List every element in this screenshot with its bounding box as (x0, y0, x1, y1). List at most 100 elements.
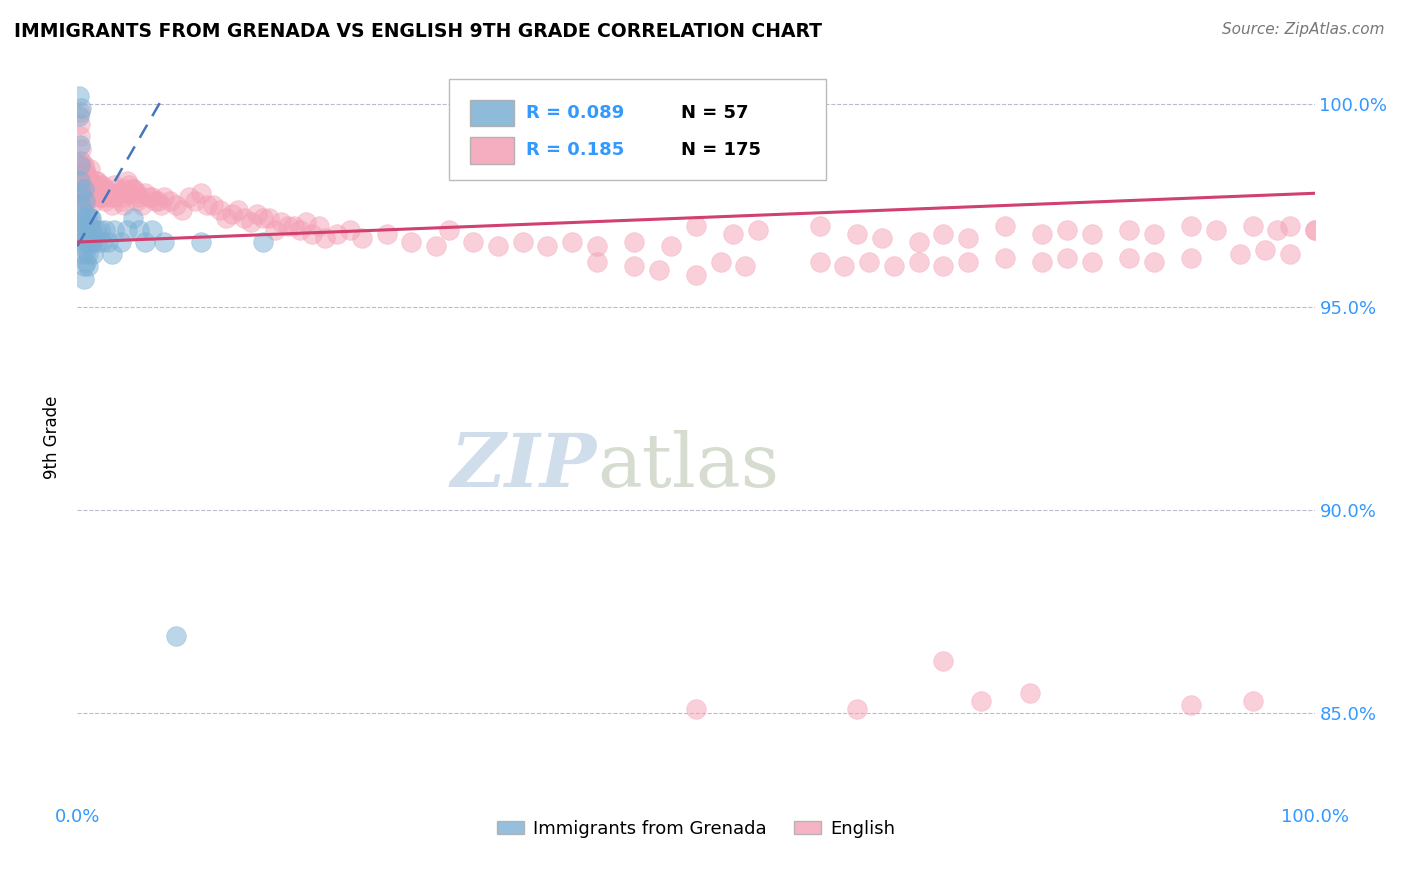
Point (69, 129, 91, 144)
Point (932, 260, 955, 274)
Point (1019, 686, 1042, 700)
Point (1303, 223, 1326, 237)
Point (883, 260, 905, 274)
Point (734, 260, 756, 274)
Point (1180, 252, 1202, 266)
Point (72, 169, 94, 184)
Point (1031, 255, 1053, 269)
Point (208, 202, 231, 217)
Point (1241, 219, 1264, 233)
Text: atlas: atlas (598, 430, 779, 503)
Point (1031, 227, 1053, 241)
Point (75, 166, 97, 180)
Point (907, 255, 929, 269)
Point (536, 239, 558, 253)
Point (70, 186, 93, 201)
Point (141, 223, 163, 237)
Point (69, 158, 91, 172)
Point (932, 654, 955, 668)
Point (76, 182, 98, 196)
Point (561, 235, 583, 249)
Point (80, 235, 103, 249)
Point (83, 194, 105, 209)
Point (252, 211, 274, 225)
Point (177, 190, 200, 204)
Point (93, 223, 115, 237)
Point (685, 219, 707, 233)
Point (1267, 223, 1289, 237)
Point (1180, 698, 1202, 713)
Point (221, 206, 243, 220)
Point (72, 182, 94, 196)
Point (747, 223, 769, 237)
Point (969, 694, 991, 708)
Point (425, 239, 447, 253)
Point (73, 161, 96, 176)
Point (1118, 223, 1140, 237)
Point (67, 109, 90, 123)
Point (89, 190, 111, 204)
Point (86, 174, 108, 188)
Point (79, 161, 101, 176)
Point (108, 186, 131, 201)
Point (82, 178, 104, 193)
Point (91, 190, 114, 204)
Point (1278, 219, 1301, 233)
Point (79, 223, 101, 237)
Point (1303, 223, 1326, 237)
Point (91, 235, 114, 249)
Point (76, 223, 98, 237)
Point (80, 211, 103, 225)
Point (122, 182, 145, 196)
Point (437, 223, 460, 237)
Point (82, 223, 104, 237)
Point (111, 190, 134, 204)
Point (143, 194, 166, 209)
Point (195, 198, 218, 212)
Point (72, 202, 94, 217)
Point (375, 227, 398, 241)
Point (70, 101, 93, 115)
Point (75, 178, 97, 193)
Point (101, 198, 124, 212)
Point (858, 255, 880, 269)
Point (69, 137, 91, 152)
Point (233, 211, 256, 225)
Point (1081, 255, 1104, 269)
Point (77, 260, 100, 274)
Point (1081, 227, 1104, 241)
Point (202, 198, 225, 212)
Text: N = 57: N = 57 (681, 104, 748, 122)
Point (70, 142, 93, 156)
Point (84, 223, 107, 237)
Point (69, 174, 91, 188)
Point (103, 190, 125, 204)
Point (845, 227, 868, 241)
Point (1118, 252, 1140, 266)
Point (586, 239, 609, 253)
Point (339, 223, 361, 237)
Point (76, 211, 98, 225)
Point (153, 190, 176, 204)
Point (326, 227, 349, 241)
Point (72, 178, 94, 193)
Point (79, 190, 101, 204)
Point (512, 235, 534, 249)
Point (623, 235, 645, 249)
Point (246, 206, 269, 220)
Point (103, 178, 125, 193)
Point (659, 239, 682, 253)
Point (270, 215, 292, 229)
Point (957, 255, 980, 269)
Point (91, 178, 114, 193)
Point (70, 153, 93, 168)
Point (96, 186, 118, 201)
Point (72, 235, 94, 249)
Point (110, 194, 132, 209)
Point (112, 182, 135, 196)
Point (288, 223, 311, 237)
Point (870, 231, 893, 245)
Point (82, 178, 104, 193)
Point (586, 255, 609, 269)
Point (401, 235, 423, 249)
